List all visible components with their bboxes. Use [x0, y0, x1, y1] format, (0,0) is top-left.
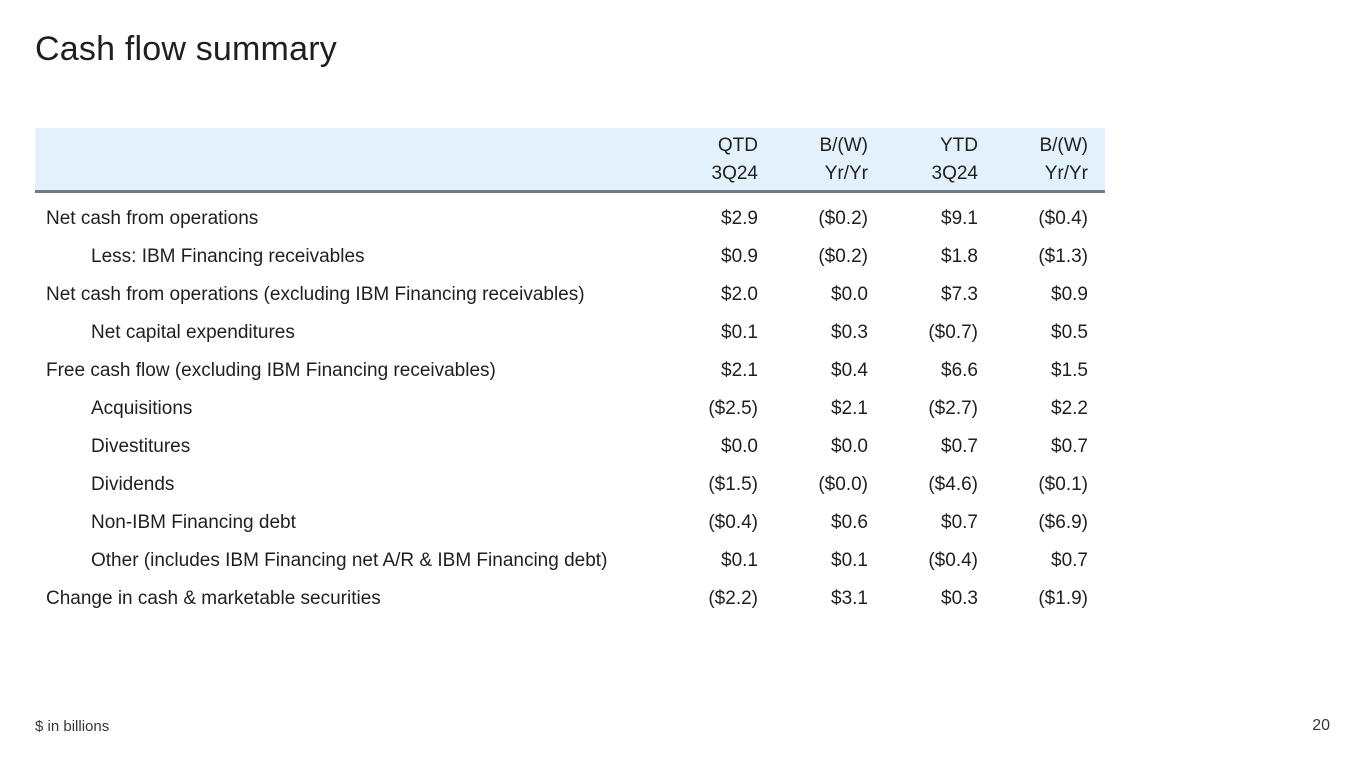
row-value: $0.0 [721, 436, 758, 457]
row-value: $0.7 [941, 436, 978, 457]
row-value: $0.5 [1051, 322, 1088, 343]
table-row: Acquisitions ($2.5) $2.1 ($2.7) $2.2 [35, 390, 1105, 428]
row-label: Divestitures [91, 436, 191, 457]
footnote: $ in billions [35, 718, 110, 735]
column-header-line: Yr/Yr [824, 163, 868, 184]
row-value: $0.7 [941, 512, 978, 533]
row-value: $2.1 [721, 360, 758, 381]
row-value: ($0.4) [708, 512, 758, 533]
row-value: ($0.1) [1038, 474, 1088, 495]
column-header-line: 3Q24 [931, 163, 978, 184]
row-value: $0.3 [831, 322, 868, 343]
table-body: Net cash from operations $2.9 ($0.2) $9.1 ($… [35, 193, 1105, 618]
row-label: Other (includes IBM Financing net A/R & … [91, 550, 608, 571]
row-value: ($1.9) [1038, 588, 1088, 609]
row-label: Acquisitions [91, 398, 193, 419]
row-value: $2.2 [1051, 398, 1088, 419]
table-header-row: QTD 3Q24 B/(W) Yr/Yr YTD 3Q24 B/(W) Yr/Yr [35, 128, 1105, 193]
row-value: ($4.6) [928, 474, 978, 495]
row-value: ($1.3) [1038, 246, 1088, 267]
row-value: $0.1 [721, 322, 758, 343]
table-row: Free cash flow (excluding IBM Financing … [35, 352, 1105, 390]
table-row: Net cash from operations $2.9 ($0.2) $9.1 ($… [35, 200, 1105, 238]
row-value: $0.1 [721, 550, 758, 571]
column-header: YTD 3Q24 [868, 132, 978, 188]
row-label: Net capital expenditures [91, 322, 295, 343]
row-value: $0.4 [831, 360, 868, 381]
row-value: ($0.2) [818, 246, 868, 267]
row-value: $0.9 [1051, 284, 1088, 305]
column-header: QTD 3Q24 [648, 132, 758, 188]
row-value: ($0.7) [928, 322, 978, 343]
column-header-line: QTD [717, 135, 758, 156]
row-value: $0.0 [831, 284, 868, 305]
row-value: $2.9 [721, 208, 758, 229]
row-value: ($0.4) [1038, 208, 1088, 229]
cash-flow-table: QTD 3Q24 B/(W) Yr/Yr YTD 3Q24 B/(W) Yr/Yr Net c… [35, 128, 1105, 618]
table-row: Less: IBM Financing receivables $0.9 ($0.2… [35, 238, 1105, 276]
row-label: Less: IBM Financing receivables [91, 246, 365, 267]
table-row: Net capital expenditures $0.1 $0.3 ($0.7) $0… [35, 314, 1105, 352]
row-value: $0.7 [1051, 550, 1088, 571]
row-value: $0.9 [721, 246, 758, 267]
row-value: ($0.4) [928, 550, 978, 571]
row-value: $1.8 [941, 246, 978, 267]
row-value: ($2.2) [708, 588, 758, 609]
row-value: ($6.9) [1038, 512, 1088, 533]
column-header: B/(W) Yr/Yr [978, 132, 1088, 188]
row-value: $0.3 [941, 588, 978, 609]
page-title: Cash flow summary [35, 30, 337, 68]
row-value: $0.1 [831, 550, 868, 571]
row-label: Net cash from operations [46, 208, 259, 229]
table-row: Divestitures $0.0 $0.0 $0.7 $0.7 [35, 428, 1105, 466]
row-value: ($0.0) [818, 474, 868, 495]
row-value: $7.3 [941, 284, 978, 305]
row-value: $0.0 [831, 436, 868, 457]
row-value: $6.6 [941, 360, 978, 381]
row-value: ($0.2) [818, 208, 868, 229]
column-header: B/(W) Yr/Yr [758, 132, 868, 188]
row-value: ($1.5) [708, 474, 758, 495]
row-value: $2.1 [831, 398, 868, 419]
table-row: Change in cash & marketable securities ($… [35, 580, 1105, 618]
row-label: Change in cash & marketable securities [46, 588, 381, 609]
row-label: Free cash flow (excluding IBM Financing … [46, 360, 496, 381]
row-label: Dividends [91, 474, 175, 495]
row-value: $2.0 [721, 284, 758, 305]
column-header-line: YTD [940, 135, 978, 156]
column-header-line: B/(W) [819, 135, 868, 156]
table-row: Non-IBM Financing debt ($0.4) $0.6 $0.7 ($6.… [35, 504, 1105, 542]
table-row: Other (includes IBM Financing net A/R & … [35, 542, 1105, 580]
row-value: ($2.7) [928, 398, 978, 419]
page-number: 20 [1312, 717, 1330, 734]
row-value: $3.1 [831, 588, 868, 609]
row-value: $1.5 [1051, 360, 1088, 381]
row-value: $9.1 [941, 208, 978, 229]
row-value: $0.6 [831, 512, 868, 533]
table-row: Net cash from operations (excluding IBM … [35, 276, 1105, 314]
row-label: Non-IBM Financing debt [91, 512, 296, 533]
row-value: $0.7 [1051, 436, 1088, 457]
table-row: Dividends ($1.5) ($0.0) ($4.6) ($0.1) [35, 466, 1105, 504]
row-label: Net cash from operations (excluding IBM … [46, 284, 585, 305]
column-header-line: B/(W) [1039, 135, 1088, 156]
column-header-line: Yr/Yr [1044, 163, 1088, 184]
row-value: ($2.5) [708, 398, 758, 419]
column-header-line: 3Q24 [711, 163, 758, 184]
